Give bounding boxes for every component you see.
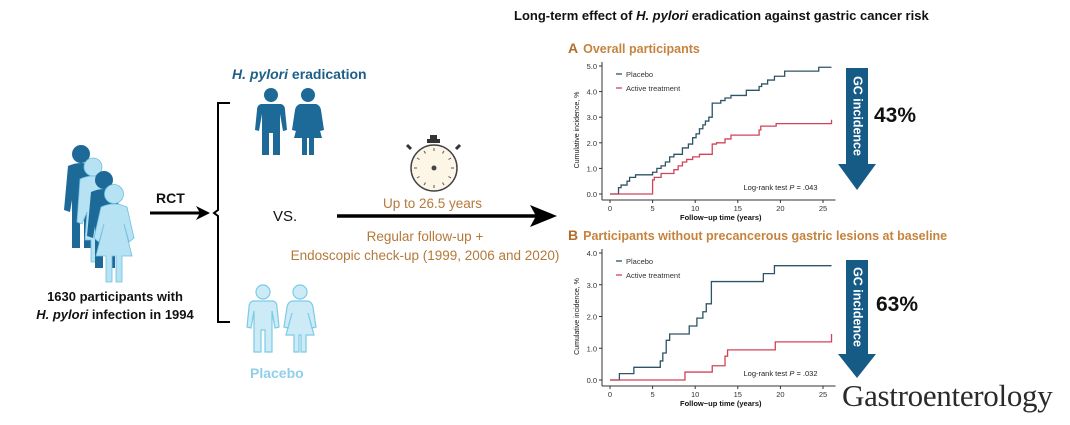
main-title-italic: H. pylori xyxy=(636,8,689,23)
gc-arrow-a-shaft xyxy=(846,68,868,166)
x-tick-label: 10 xyxy=(691,390,699,399)
y-tick-label: 5.0 xyxy=(587,62,597,71)
x-tick-label: 5 xyxy=(651,204,655,213)
eradication-italic: H. pylori xyxy=(232,66,289,82)
followup-arrow-head xyxy=(530,205,557,227)
x-tick-label: 0 xyxy=(608,204,612,213)
x-axis-label: Follow−up time (years) xyxy=(680,399,762,408)
reduction-a: 43% xyxy=(874,104,917,127)
participants-suffix: infection in 1994 xyxy=(88,307,194,322)
x-tick-label: 15 xyxy=(734,390,742,399)
x-tick-label: 20 xyxy=(776,390,784,399)
legend-label: Active treatment xyxy=(626,271,681,280)
panel-a-title-text: Overall participants xyxy=(583,42,700,56)
followup-duration: Up to 26.5 years xyxy=(383,196,483,211)
x-tick-label: 15 xyxy=(734,204,742,213)
followup-line2: Endoscopic check-up (1999, 2006 and 2020… xyxy=(290,248,560,263)
participants-italic: H. pylori xyxy=(36,307,89,322)
participants-label: 1630 participants with H. pylori infecti… xyxy=(10,288,220,324)
logrank-annotation: Log-rank test P = .032 xyxy=(743,369,817,378)
series-line-placebo xyxy=(610,265,832,381)
x-tick-label: 10 xyxy=(691,204,699,213)
x-tick-label: 5 xyxy=(651,390,655,399)
y-tick-label: 3.0 xyxy=(587,281,597,290)
legend-label: Placebo xyxy=(626,70,653,79)
rct-label: RCT xyxy=(156,190,185,206)
followup-description: Regular follow-up + Endoscopic check-up … xyxy=(275,227,575,265)
x-tick-label: 0 xyxy=(608,390,612,399)
gc-arrow-b-label: GC incidence xyxy=(851,267,865,347)
y-tick-label: 4.0 xyxy=(587,249,597,258)
panel-a-letter: A xyxy=(568,40,579,56)
main-title: Long-term effect of H. pylori eradicatio… xyxy=(514,8,929,23)
participants-line2: H. pylori infection in 1994 xyxy=(10,306,220,324)
x-axis-label: Follow−up time (years) xyxy=(680,213,762,222)
study-design-diagram xyxy=(64,88,557,353)
y-axis-label: Cumulative incidence, % xyxy=(574,278,581,355)
x-tick-label: 20 xyxy=(776,204,784,213)
eradication-suffix: eradication xyxy=(288,66,367,82)
panel-a-title: A Overall participants xyxy=(568,40,700,56)
group-bracket xyxy=(212,102,230,323)
placebo-group-icon xyxy=(246,284,317,353)
gc-arrow-b-shaft xyxy=(846,260,868,356)
y-tick-label: 1.0 xyxy=(587,344,597,353)
y-tick-label: 0.0 xyxy=(587,376,597,385)
panel-b-title: B Participants without precancerous gastr… xyxy=(568,227,947,243)
gc-arrow-b: GC incidence xyxy=(838,260,876,378)
eradication-group-label: H. pylori eradication xyxy=(232,66,367,82)
followup-line1: Regular follow-up + xyxy=(366,229,484,244)
y-tick-label: 3.0 xyxy=(587,113,597,122)
placebo-group-label: Placebo xyxy=(250,365,304,381)
legend-label: Placebo xyxy=(626,257,653,266)
chart-b: 0.0 1.0 2.0 3.0 4.0 0 5 10 15 20 25 Follow−up time … xyxy=(574,249,836,408)
y-axis-label: Cumulative incidence, % xyxy=(574,92,581,169)
vs-label: VS. xyxy=(273,208,298,225)
chart-a: 0.0 1.0 2.0 3.0 4.0 5.0 0 5 10 15 20 25 Follow−up ti… xyxy=(574,62,836,222)
eradication-group-icon xyxy=(255,88,324,155)
series-line-active-treatment xyxy=(610,333,833,381)
gc-arrow-b-head xyxy=(838,354,876,378)
gc-arrow-a: GC incidence xyxy=(838,68,876,190)
panel-b-letter: B xyxy=(568,227,579,243)
main-title-suffix: eradication against gastric cancer risk xyxy=(688,8,929,23)
gc-arrow-a-label: GC incidence xyxy=(851,76,865,156)
legend-label: Active treatment xyxy=(626,84,681,93)
rct-arrow-head xyxy=(196,206,210,220)
crowd-icon xyxy=(64,145,135,283)
x-tick-label: 25 xyxy=(819,390,827,399)
participants-line1: 1630 participants with xyxy=(47,289,183,304)
main-title-prefix: Long-term effect of xyxy=(514,8,637,23)
y-tick-label: 0.0 xyxy=(587,190,597,199)
series-line-active-treatment xyxy=(610,119,833,195)
logrank-annotation: Log-rank test P = .043 xyxy=(743,183,817,192)
y-tick-label: 1.0 xyxy=(587,164,597,173)
journal-logo: Gastroenterology xyxy=(842,378,1053,413)
panel-b-title-text: Participants without precancerous gastri… xyxy=(583,229,948,243)
gc-arrow-a-head xyxy=(838,164,876,190)
stopwatch-icon xyxy=(405,135,462,192)
series-line-placebo xyxy=(610,66,832,195)
y-tick-label: 2.0 xyxy=(587,139,597,148)
x-tick-label: 25 xyxy=(819,204,827,213)
y-tick-label: 2.0 xyxy=(587,313,597,322)
y-tick-label: 4.0 xyxy=(587,88,597,97)
reduction-b: 63% xyxy=(876,293,919,316)
